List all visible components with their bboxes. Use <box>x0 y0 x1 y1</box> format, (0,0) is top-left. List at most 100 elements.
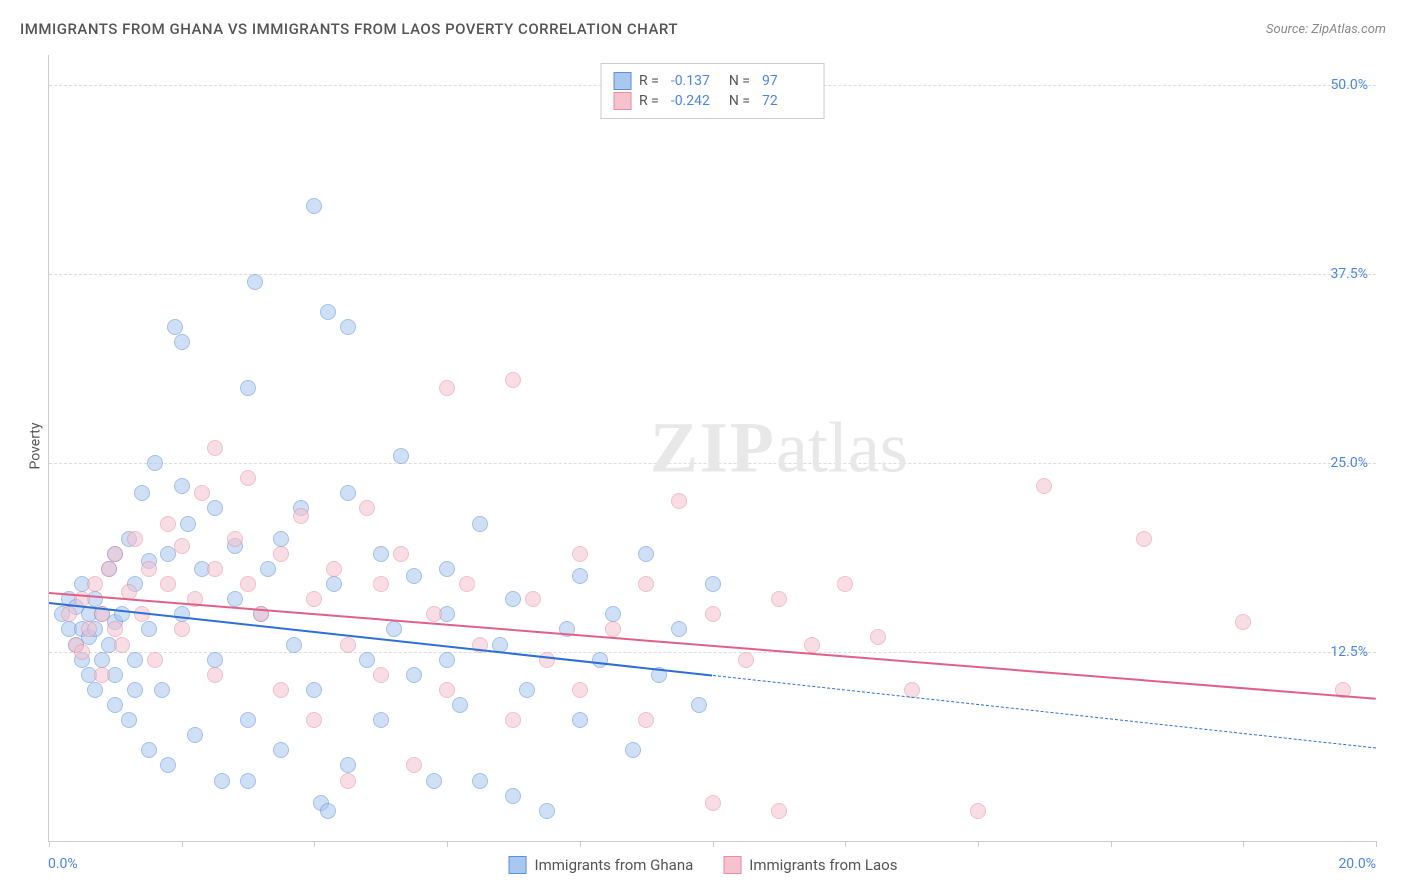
scatter-point <box>386 621 402 637</box>
scatter-point <box>638 546 654 562</box>
legend-bottom-ghana: Immigrants from Ghana <box>509 856 694 874</box>
legend-swatch-laos <box>613 92 631 110</box>
scatter-point <box>227 591 243 607</box>
scatter-point <box>572 712 588 728</box>
scatter-point <box>160 516 176 532</box>
scatter-point <box>94 667 110 683</box>
scatter-point <box>240 576 256 592</box>
scatter-point <box>101 561 117 577</box>
legend-top-row-laos: R = -0.242 N = 72 <box>613 92 812 110</box>
x-tick <box>580 841 581 847</box>
x-tick <box>182 841 183 847</box>
scatter-point <box>406 757 422 773</box>
gridline <box>49 652 1376 653</box>
scatter-point <box>141 561 157 577</box>
y-tick-label: 25.0% <box>1330 455 1368 471</box>
scatter-point <box>472 773 488 789</box>
scatter-point <box>174 478 190 494</box>
scatter-point <box>74 644 90 660</box>
scatter-point <box>691 697 707 713</box>
scatter-point <box>61 606 77 622</box>
scatter-point <box>94 652 110 668</box>
legend-r-ghana: -0.137 <box>671 73 721 89</box>
scatter-point <box>306 198 322 214</box>
scatter-point <box>1036 478 1052 494</box>
scatter-point <box>174 606 190 622</box>
y-axis-label: Poverty <box>28 422 44 469</box>
x-tick <box>1111 841 1112 847</box>
plot-area: ZIPatlas R = -0.137 N = 97 R = -0.242 N … <box>48 55 1376 842</box>
scatter-point <box>273 742 289 758</box>
scatter-point <box>970 803 986 819</box>
scatter-point <box>406 568 422 584</box>
scatter-point <box>406 667 422 683</box>
x-tick <box>978 841 979 847</box>
scatter-point <box>359 500 375 516</box>
scatter-point <box>180 516 196 532</box>
gridline <box>49 274 1376 275</box>
scatter-point <box>306 712 322 728</box>
legend-r-label: R = <box>639 73 659 89</box>
scatter-point <box>1136 531 1152 547</box>
scatter-point <box>121 712 137 728</box>
scatter-point <box>340 637 356 653</box>
x-tick <box>447 841 448 847</box>
scatter-point <box>260 561 276 577</box>
scatter-point <box>207 440 223 456</box>
scatter-point <box>373 546 389 562</box>
legend-label-laos: Immigrants from Laos <box>749 856 897 874</box>
scatter-point <box>107 697 123 713</box>
scatter-point <box>154 682 170 698</box>
watermark-zip: ZIP <box>650 408 776 488</box>
scatter-point <box>141 742 157 758</box>
y-tick-label: 12.5% <box>1330 644 1368 660</box>
watermark-atlas: atlas <box>776 408 908 488</box>
legend-swatch-laos-bottom <box>723 856 741 874</box>
scatter-point <box>393 448 409 464</box>
scatter-point <box>174 621 190 637</box>
scatter-point <box>107 621 123 637</box>
scatter-point <box>592 652 608 668</box>
scatter-point <box>426 773 442 789</box>
scatter-point <box>273 682 289 698</box>
scatter-point <box>127 652 143 668</box>
scatter-point <box>107 546 123 562</box>
scatter-point <box>340 757 356 773</box>
scatter-point <box>306 591 322 607</box>
scatter-point <box>771 803 787 819</box>
scatter-point <box>837 576 853 592</box>
scatter-point <box>87 682 103 698</box>
scatter-point <box>439 682 455 698</box>
watermark: ZIPatlas <box>650 407 908 490</box>
scatter-point <box>771 591 787 607</box>
scatter-point <box>525 591 541 607</box>
legend-bottom: Immigrants from Ghana Immigrants from La… <box>509 856 898 874</box>
scatter-point <box>147 455 163 471</box>
scatter-point <box>373 667 389 683</box>
scatter-point <box>187 727 203 743</box>
scatter-point <box>373 576 389 592</box>
scatter-point <box>373 712 389 728</box>
legend-top-row-ghana: R = -0.137 N = 97 <box>613 72 812 90</box>
scatter-point <box>1235 614 1251 630</box>
trend-line-dashed <box>712 675 1376 749</box>
scatter-point <box>671 621 687 637</box>
legend-bottom-laos: Immigrants from Laos <box>723 856 897 874</box>
scatter-point <box>572 568 588 584</box>
scatter-point <box>174 538 190 554</box>
y-tick-label: 37.5% <box>1330 266 1368 282</box>
scatter-point <box>240 380 256 396</box>
legend-swatch-ghana <box>613 72 631 90</box>
chart-container: ZIPatlas R = -0.137 N = 97 R = -0.242 N … <box>48 55 1376 842</box>
scatter-point <box>207 667 223 683</box>
legend-n-label: N = <box>729 93 750 109</box>
scatter-point <box>505 712 521 728</box>
scatter-point <box>114 637 130 653</box>
scatter-point <box>127 531 143 547</box>
scatter-point <box>273 546 289 562</box>
scatter-point <box>134 485 150 501</box>
x-tick <box>49 841 50 847</box>
scatter-point <box>472 516 488 532</box>
scatter-point <box>439 561 455 577</box>
chart-title: IMMIGRANTS FROM GHANA VS IMMIGRANTS FROM… <box>20 20 678 38</box>
